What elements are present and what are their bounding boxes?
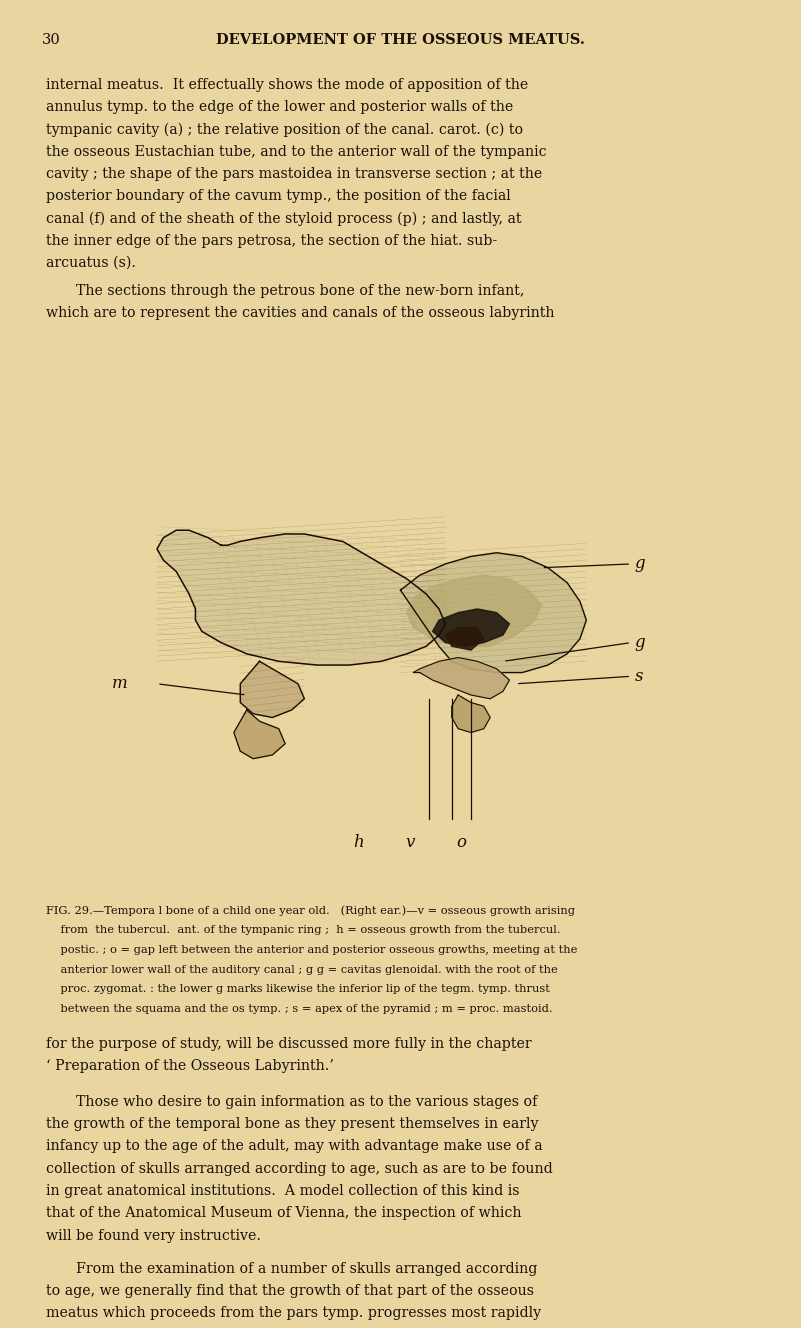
Text: FIG. 29.—Tempora l bone of a child one year old.   (Right ear.)—v = osseous grow: FIG. 29.—Tempora l bone of a child one y… xyxy=(46,906,575,916)
Text: v: v xyxy=(405,834,415,851)
Text: the osseous Eustachian tube, and to the anterior wall of the tympanic: the osseous Eustachian tube, and to the … xyxy=(46,145,547,158)
Text: will be found very instructive.: will be found very instructive. xyxy=(46,1228,261,1243)
Text: between the squama and the os tymp. ; s = apex of the pyramid ; m = proc. mastoi: between the squama and the os tymp. ; s … xyxy=(46,1004,553,1015)
Text: annulus tymp. to the edge of the lower and posterior walls of the: annulus tymp. to the edge of the lower a… xyxy=(46,100,513,114)
Text: tympanic cavity (a) ; the relative position of the canal. carot. (c) to: tympanic cavity (a) ; the relative posit… xyxy=(46,122,524,137)
Text: g: g xyxy=(634,555,645,572)
Text: DEVELOPMENT OF THE OSSEOUS MEATUS.: DEVELOPMENT OF THE OSSEOUS MEATUS. xyxy=(216,33,585,48)
Polygon shape xyxy=(433,608,509,647)
Text: ‘ Preparation of the Osseous Labyrinth.’: ‘ Preparation of the Osseous Labyrinth.’ xyxy=(46,1060,334,1073)
Text: collection of skulls arranged according to age, such as are to be found: collection of skulls arranged according … xyxy=(46,1162,553,1175)
Text: m: m xyxy=(112,675,128,692)
Polygon shape xyxy=(234,710,285,758)
Polygon shape xyxy=(445,628,484,651)
Text: 30: 30 xyxy=(42,33,60,48)
Text: postic. ; o = gap left between the anterior and posterior osseous growths, meeti: postic. ; o = gap left between the anter… xyxy=(46,946,578,955)
Text: infancy up to the age of the adult, may with advantage make use of a: infancy up to the age of the adult, may … xyxy=(46,1139,543,1154)
Text: cavity ; the shape of the pars mastoidea in transverse section ; at the: cavity ; the shape of the pars mastoidea… xyxy=(46,167,543,181)
Text: which are to represent the cavities and canals of the osseous labyrinth: which are to represent the cavities and … xyxy=(46,307,555,320)
Polygon shape xyxy=(400,552,586,672)
Polygon shape xyxy=(240,661,304,717)
Polygon shape xyxy=(413,657,509,699)
Text: canal (f) and of the sheath of the styloid process (p) ; and lastly, at: canal (f) and of the sheath of the stylo… xyxy=(46,211,522,226)
Text: s: s xyxy=(634,668,643,685)
Text: The sections through the petrous bone of the new-born infant,: The sections through the petrous bone of… xyxy=(76,284,525,297)
Text: for the purpose of study, will be discussed more fully in the chapter: for the purpose of study, will be discus… xyxy=(46,1037,532,1050)
Text: h: h xyxy=(353,834,364,851)
Text: g: g xyxy=(634,633,645,651)
Text: anterior lower wall of the auditory canal ; g g = cavitas glenoidal. with the ro: anterior lower wall of the auditory cana… xyxy=(46,964,558,975)
Text: proc. zygomat. : the lower g marks likewise the inferior lip of the tegm. tymp. : proc. zygomat. : the lower g marks likew… xyxy=(46,984,550,995)
Text: Those who desire to gain information as to the various stages of: Those who desire to gain information as … xyxy=(76,1094,537,1109)
Text: from  the tubercul.  ant. of the tympanic ring ;  h = osseous growth from the tu: from the tubercul. ant. of the tympanic … xyxy=(46,926,561,935)
Text: o: o xyxy=(457,834,466,851)
Text: the growth of the temporal bone as they present themselves in early: the growth of the temporal bone as they … xyxy=(46,1117,539,1131)
Text: meatus which proceeds from the pars tymp. progresses most rapidly: meatus which proceeds from the pars tymp… xyxy=(46,1307,541,1320)
Text: the inner edge of the pars petrosa, the section of the hiat. sub-: the inner edge of the pars petrosa, the … xyxy=(46,234,497,248)
Polygon shape xyxy=(452,695,490,733)
Text: in great anatomical institutions.  A model collection of this kind is: in great anatomical institutions. A mode… xyxy=(46,1185,520,1198)
Polygon shape xyxy=(157,530,445,665)
Text: posterior boundary of the cavum tymp., the position of the facial: posterior boundary of the cavum tymp., t… xyxy=(46,190,511,203)
Text: that of the Anatomical Museum of Vienna, the inspection of which: that of the Anatomical Museum of Vienna,… xyxy=(46,1206,522,1220)
Text: internal meatus.  It effectually shows the mode of apposition of the: internal meatus. It effectually shows th… xyxy=(46,77,529,92)
Text: to age, we generally find that the growth of that part of the osseous: to age, we generally find that the growt… xyxy=(46,1284,534,1297)
Polygon shape xyxy=(407,575,541,647)
Text: arcuatus (s).: arcuatus (s). xyxy=(46,256,136,270)
Text: From the examination of a number of skulls arranged according: From the examination of a number of skul… xyxy=(76,1262,537,1276)
